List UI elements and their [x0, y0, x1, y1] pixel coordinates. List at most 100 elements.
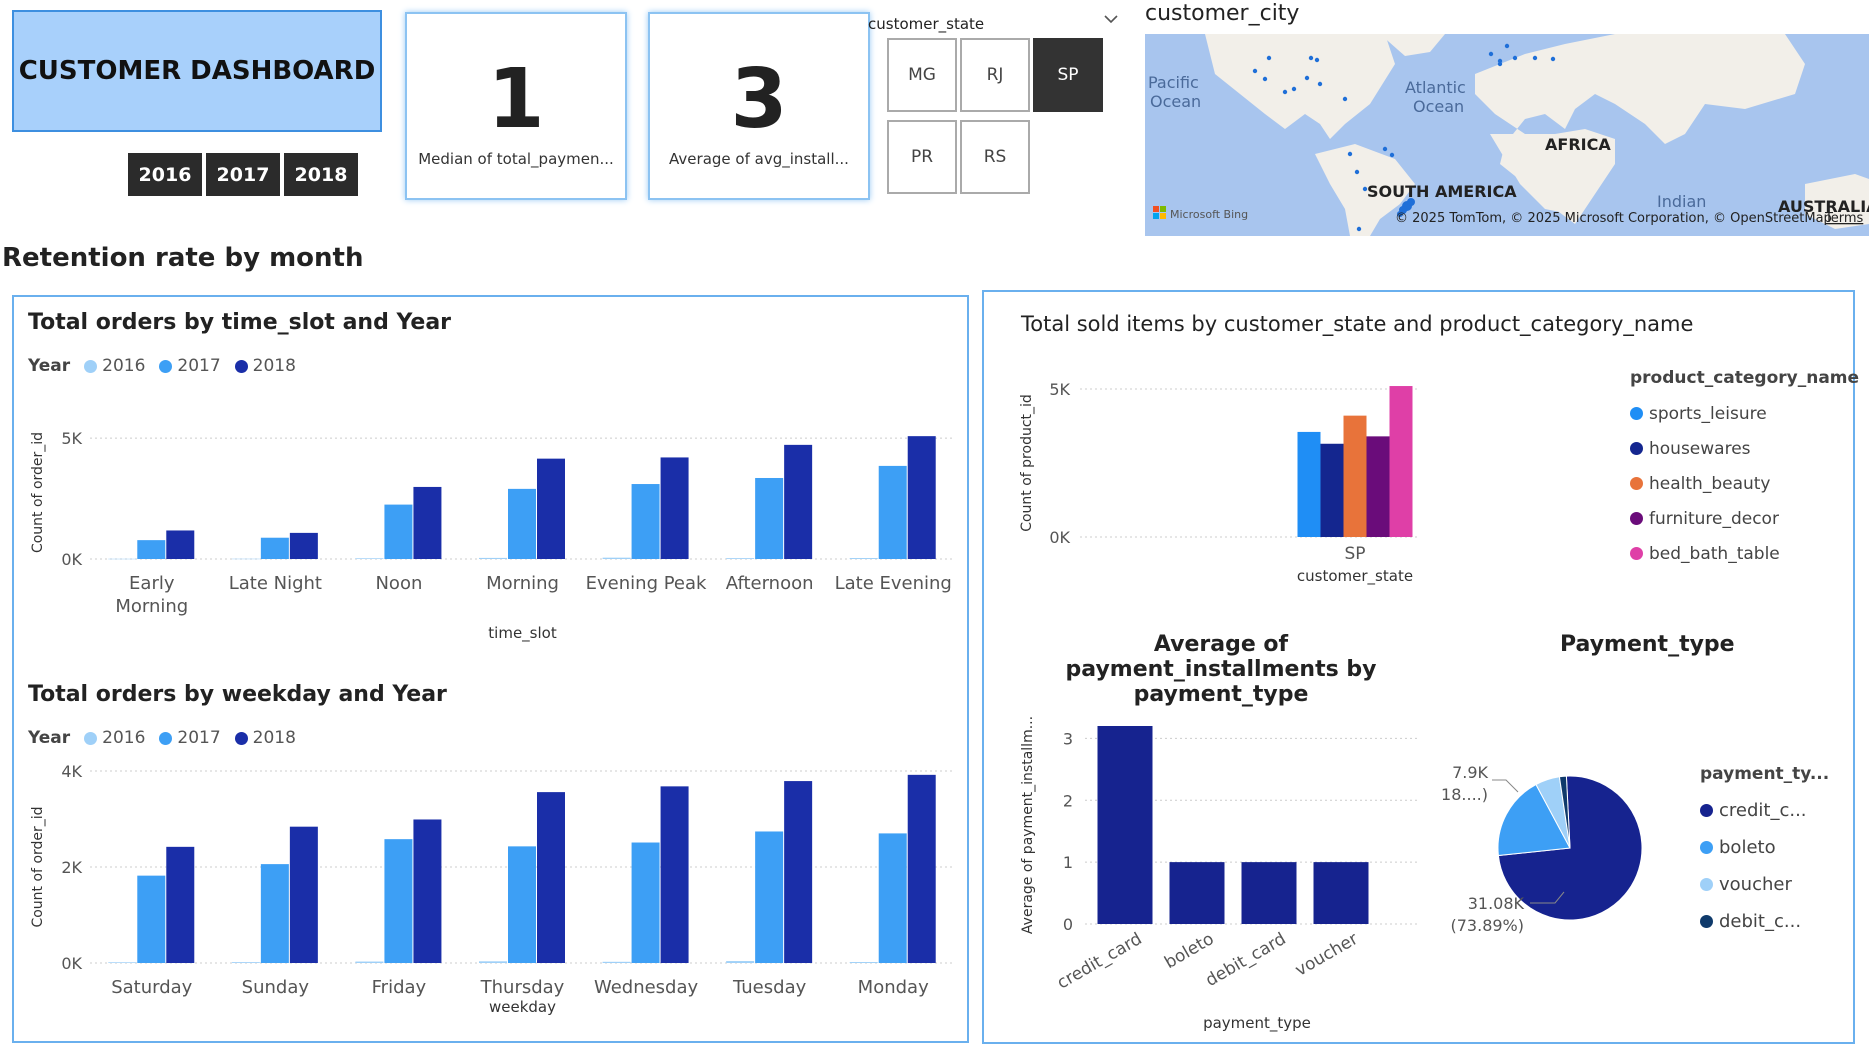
kpi-label: Average of avg_install... [669, 150, 849, 168]
map-label-south-america: SOUTH AMERICA [1367, 182, 1517, 201]
year-button-2017[interactable]: 2017 [206, 153, 280, 196]
data-label: (73.89%) [1451, 916, 1525, 935]
legend-swatch [1630, 407, 1643, 420]
bar-2018 [413, 819, 442, 963]
legend-item-boleto[interactable]: boleto [1700, 829, 1829, 866]
bar-2017 [384, 839, 413, 963]
map-label-africa: AFRICA [1545, 135, 1611, 154]
bar-2017 [384, 504, 413, 559]
x-tick-label: Afternoon [726, 573, 814, 594]
x-tick-label: Late Evening [835, 573, 952, 594]
legend-label: voucher [1719, 874, 1792, 895]
legend-item-housewares[interactable]: housewares [1630, 431, 1859, 466]
bar-2016 [108, 558, 137, 560]
legend-item-voucher[interactable]: voucher [1700, 866, 1829, 903]
bar-2016 [231, 962, 260, 963]
legend-title: Year [28, 356, 71, 376]
map-label-atlantic-ocean: Ocean [1413, 97, 1464, 116]
legend-item-2016[interactable]: 2016 [84, 728, 145, 748]
bar-housewares [1320, 443, 1344, 537]
y-tick-label: 2 [1063, 791, 1073, 810]
state-tile-rj[interactable]: RJ [960, 38, 1030, 112]
bar-boleto [1169, 862, 1225, 924]
legend-swatch [1700, 878, 1713, 891]
x-tick-label: voucher [1292, 929, 1362, 981]
legend-label: health_beauty [1649, 473, 1771, 494]
legend-label: credit_c... [1719, 800, 1807, 821]
bar-2017 [260, 537, 289, 559]
bar-2018 [289, 532, 318, 559]
legend-title: product_category_name [1630, 368, 1860, 388]
x-tick-label: Wednesday [594, 977, 699, 998]
legend-item-bed_bath_table[interactable]: bed_bath_table [1630, 536, 1859, 571]
bar-voucher [1313, 862, 1369, 924]
legend-item-furniture_decor[interactable]: furniture_decor [1630, 501, 1859, 536]
legend-item-2016[interactable]: 2016 [84, 356, 145, 376]
weekday-bar-chart[interactable]: 0K 2K 4K Saturday Sunday Friday Thursday Wednes… [20, 760, 960, 1030]
kpi-card-avg-installments[interactable]: 3 Average of avg_install... [648, 12, 870, 200]
x-tick-label: Tuesday [732, 977, 807, 998]
payment-type-pie-chart[interactable]: 7.9K (18....) 31.08K (73.89%) [1440, 740, 1680, 940]
state-tile-rs[interactable]: RS [960, 120, 1030, 194]
bar-2016 [355, 961, 384, 963]
customer-city-map[interactable]: Pacific Ocean Atlantic Ocean AFRICA SOUT… [1145, 34, 1869, 236]
y-tick-label: 5K [61, 429, 82, 448]
legend-swatch [1630, 442, 1643, 455]
x-tick-label: Monday [858, 977, 929, 998]
legend-item-2018[interactable]: 2018 [234, 356, 296, 376]
bar-2018 [166, 530, 195, 559]
payment-type-legend: payment_ty... credit_c... boleto voucher de… [1700, 764, 1829, 940]
x-tick-label: Noon [375, 573, 422, 594]
x-tick-label: Thursday [480, 977, 565, 998]
legend-item-2017[interactable]: 2017 [159, 356, 221, 376]
legend-item-debit_c...[interactable]: debit_c... [1700, 903, 1829, 940]
y-axis-label: Count of order_id [30, 806, 46, 927]
legend-label: housewares [1649, 438, 1751, 459]
kpi-card-median-payment[interactable]: 1 Median of total_paymen... [405, 12, 627, 200]
map-attribution[interactable]: © 2025 TomTom, © 2025 Microsoft Corporat… [1395, 211, 1832, 226]
legend-item-2018[interactable]: 2018 [234, 728, 296, 748]
legend-item-sports_leisure[interactable]: sports_leisure [1630, 396, 1859, 431]
bar-2016 [602, 557, 631, 559]
year-button-2018[interactable]: 2018 [284, 153, 358, 196]
bar-2018 [537, 792, 565, 963]
bar-2018 [289, 826, 318, 963]
leader-line [1492, 779, 1519, 793]
year-button-2016[interactable]: 2016 [128, 153, 202, 196]
chevron-down-icon[interactable] [1104, 12, 1118, 28]
bar-2016 [108, 962, 137, 963]
map-terms-link[interactable]: Terms [1824, 211, 1864, 226]
x-tick-label: Morning [115, 596, 188, 617]
legend-swatch [1700, 841, 1713, 854]
bar-2018 [660, 457, 689, 559]
x-axis-label: customer_state [1297, 567, 1413, 586]
bar-2018 [660, 786, 689, 963]
legend-label: boleto [1719, 837, 1776, 858]
payment-type-chart-title: Payment_type [1560, 632, 1735, 657]
bar-2018 [907, 436, 936, 559]
sold-items-bar-chart[interactable]: 0K 5K SP customer_state Count of product_id [1010, 360, 1430, 600]
bar-2016 [231, 558, 260, 560]
legend-label: sports_leisure [1649, 403, 1767, 424]
kpi-value: 3 [730, 52, 788, 147]
map-label-atlantic: Atlantic [1405, 78, 1466, 97]
legend-item-credit_c...[interactable]: credit_c... [1700, 792, 1829, 829]
time-slot-legend: Year 2016 2017 2018 [28, 356, 304, 376]
section-title: Retention rate by month [2, 243, 364, 273]
y-axis-label: Average of payment_installm... [1020, 716, 1036, 934]
state-tile-mg[interactable]: MG [887, 38, 957, 112]
installments-chart-title: Average of payment_installments by payme… [1065, 632, 1377, 707]
legend-label: bed_bath_table [1649, 543, 1780, 564]
y-tick-label: 0K [61, 550, 82, 569]
x-tick-label: Sunday [242, 977, 310, 998]
state-tile-sp[interactable]: SP [1033, 38, 1103, 112]
state-tile-pr[interactable]: PR [887, 120, 957, 194]
legend-item-health_beauty[interactable]: health_beauty [1630, 466, 1859, 501]
bar-bed_bath_table [1389, 386, 1413, 537]
data-label: 7.9K [1452, 763, 1488, 782]
bar-2016 [726, 558, 755, 559]
legend-item-2017[interactable]: 2017 [159, 728, 221, 748]
bar-2016 [849, 558, 878, 559]
